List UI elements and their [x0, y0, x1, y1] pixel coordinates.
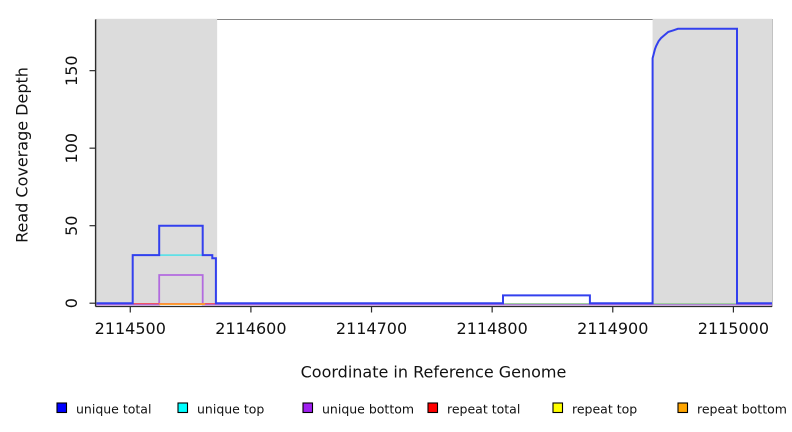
y-tick-label: 50	[62, 216, 81, 236]
legend-label-unique-bottom: unique bottom	[322, 402, 414, 417]
y-tick-label: 100	[62, 133, 81, 164]
x-tick-label: 2114900	[577, 319, 648, 338]
legend-label-repeat-top: repeat top	[572, 402, 637, 417]
y-axis-title: Read Coverage Depth	[13, 67, 32, 243]
legend-swatch-repeat-total	[427, 402, 439, 414]
series-unique-bottom	[96, 274, 772, 306]
legend-swatch-unique-bottom	[302, 402, 314, 414]
legend-label-repeat-total: repeat total	[447, 402, 520, 417]
left-shaded-region	[96, 18, 218, 304]
legend-label-unique-total: unique total	[76, 402, 151, 417]
legend-swatch-unique-total	[56, 402, 68, 414]
x-tick-label: 2114700	[336, 319, 407, 338]
x-tick-label: 2115000	[698, 319, 769, 338]
x-tick-label: 2114600	[215, 319, 286, 338]
y-tick-label: 0	[62, 298, 81, 308]
x-tick-label: 2114500	[95, 319, 166, 338]
legend-swatch-repeat-bottom	[677, 402, 689, 414]
legend-label-unique-top: unique top	[197, 402, 264, 417]
y-tick-label: 150	[62, 55, 81, 86]
x-axis-title: Coordinate in Reference Genome	[301, 363, 567, 382]
legend-swatch-repeat-top	[552, 402, 564, 414]
legend-swatch-unique-top	[177, 402, 189, 414]
x-tick-label: 2114800	[457, 319, 528, 338]
legend-label-repeat-bottom: repeat bottom	[697, 402, 787, 417]
series-unique-total	[96, 27, 772, 305]
right-shaded-region	[652, 18, 772, 304]
